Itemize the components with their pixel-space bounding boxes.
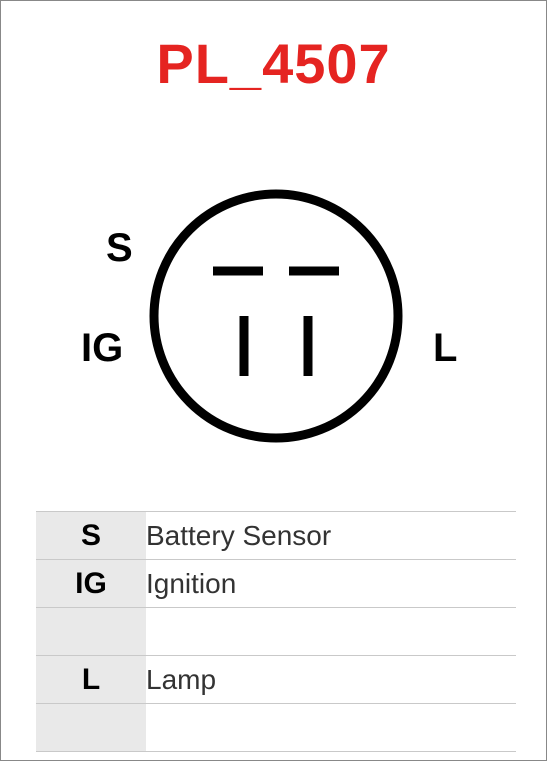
legend-code: [36, 704, 146, 752]
legend-row: [36, 608, 516, 656]
legend-row: IGIgnition: [36, 560, 516, 608]
connector-diagram: S IG L: [1, 166, 547, 466]
legend-code: L: [36, 656, 146, 704]
legend-code: IG: [36, 560, 146, 608]
legend-row: LLamp: [36, 656, 516, 704]
pin-label-s: S: [106, 226, 133, 271]
legend-row: [36, 704, 516, 752]
legend-desc: Ignition: [146, 560, 516, 608]
pin-label-ig: IG: [81, 326, 123, 371]
legend-row: SBattery Sensor: [36, 512, 516, 560]
legend-code: S: [36, 512, 146, 560]
legend-desc: [146, 704, 516, 752]
legend-desc: Lamp: [146, 656, 516, 704]
legend-desc: [146, 608, 516, 656]
connector-circle: [154, 194, 398, 438]
pin-label-l: L: [433, 326, 457, 371]
legend-desc: Battery Sensor: [146, 512, 516, 560]
pin-legend-table: SBattery SensorIGIgnitionLLamp: [36, 511, 516, 752]
connector-svg: [1, 166, 547, 466]
part-number-title: PL_4507: [1, 31, 546, 96]
legend-code: [36, 608, 146, 656]
legend-body: SBattery SensorIGIgnitionLLamp: [36, 512, 516, 752]
